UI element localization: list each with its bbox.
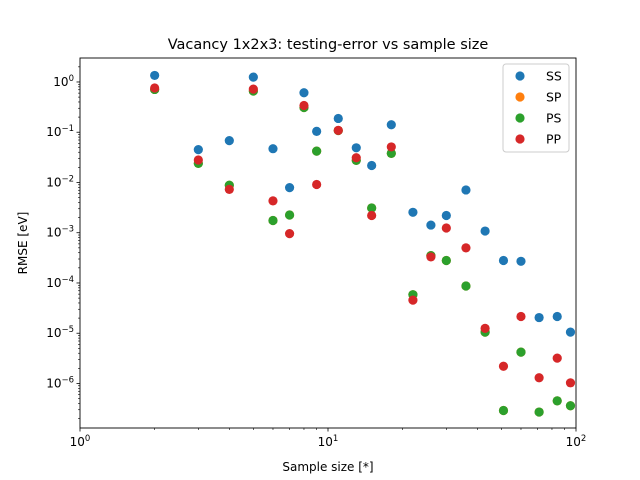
data-point-ps xyxy=(386,148,396,158)
data-point-pp xyxy=(552,353,562,363)
data-point-ss xyxy=(284,183,295,193)
x-tick-label: 101 xyxy=(318,434,339,449)
y-axis-title: RMSE [eV] xyxy=(16,212,30,275)
data-point-pp xyxy=(299,100,309,111)
series-ss xyxy=(150,70,576,337)
data-point-ss xyxy=(351,143,361,153)
legend-marker-ps xyxy=(515,113,525,123)
data-point-pp xyxy=(386,142,396,152)
data-point-ss xyxy=(386,120,396,130)
data-point-ss xyxy=(552,311,562,322)
data-point-ps xyxy=(441,255,451,266)
legend: SS SP PS PP xyxy=(502,63,570,153)
data-point-ss xyxy=(516,256,526,266)
data-point-pp xyxy=(534,373,544,383)
data-point-ps xyxy=(534,407,544,417)
data-point-pp xyxy=(312,179,322,190)
data-point-ss xyxy=(150,70,160,81)
series-pp xyxy=(150,83,576,388)
data-point-ps xyxy=(516,347,526,357)
data-point-ps xyxy=(498,405,509,416)
data-point-pp xyxy=(224,184,234,194)
data-point-pp xyxy=(565,378,576,388)
data-point-pp xyxy=(268,196,278,206)
axis-ticks: 100 101 102 10−6 10−5 10−4 10−3 10−2 10−1 100 xyxy=(46,66,587,449)
data-point-pp xyxy=(408,295,418,305)
data-point-ps xyxy=(461,281,471,291)
x-tick-label: 102 xyxy=(566,434,587,449)
chart-title: Vacancy 1x2x3: testing-error vs sample s… xyxy=(168,37,489,53)
data-point-ss xyxy=(268,144,278,154)
data-point-ss xyxy=(312,126,322,136)
data-point-ss xyxy=(408,207,418,217)
legend-box xyxy=(502,63,570,153)
y-tick-label: 10−4 xyxy=(46,275,74,290)
legend-label-ps: PS xyxy=(546,111,562,126)
data-point-ss xyxy=(565,327,576,337)
data-point-pp xyxy=(248,84,258,94)
data-point-pp xyxy=(367,210,377,221)
legend-label-sp: SP xyxy=(546,90,562,105)
data-point-ss xyxy=(248,72,258,82)
data-point-pp xyxy=(193,155,203,165)
legend-marker-sp xyxy=(515,92,525,102)
data-point-pp xyxy=(284,229,295,239)
data-point-ss xyxy=(480,226,490,236)
legend-label-pp: PP xyxy=(546,132,562,147)
data-point-pp xyxy=(426,252,436,262)
data-point-ps xyxy=(565,401,576,411)
y-tick-label: 10−6 xyxy=(46,375,74,390)
data-point-ps xyxy=(268,215,278,226)
y-tick-label: 100 xyxy=(53,74,74,89)
data-point-ps xyxy=(284,210,295,220)
data-point-pp xyxy=(461,243,471,253)
x-axis-title: Sample size [*] xyxy=(282,460,373,474)
data-point-ps xyxy=(552,396,562,406)
y-tick-label: 10−1 xyxy=(46,124,74,139)
data-point-ss xyxy=(333,113,343,124)
legend-marker-ss xyxy=(515,71,525,81)
data-point-ss xyxy=(461,185,471,195)
data-point-ps xyxy=(367,203,377,213)
data-point-ss xyxy=(299,88,309,98)
data-point-ss xyxy=(441,210,451,221)
data-point-ss xyxy=(193,145,203,155)
data-points xyxy=(150,70,576,417)
data-point-ps xyxy=(312,146,322,156)
legend-label-ss: SS xyxy=(546,69,562,84)
x-tick-label: 100 xyxy=(70,434,91,449)
data-point-pp xyxy=(480,323,490,333)
data-point-pp xyxy=(441,223,451,233)
data-point-ss xyxy=(224,136,234,146)
legend-marker-pp xyxy=(515,134,525,144)
data-point-pp xyxy=(498,361,509,371)
data-point-pp xyxy=(333,125,343,135)
data-point-pp xyxy=(351,153,361,163)
data-point-pp xyxy=(516,311,526,322)
data-point-ss xyxy=(367,160,377,171)
y-tick-label: 10−2 xyxy=(46,174,74,189)
y-tick-label: 10−3 xyxy=(46,225,74,240)
data-point-ss xyxy=(426,220,436,230)
y-tick-label: 10−5 xyxy=(46,325,74,340)
data-point-ss xyxy=(534,312,544,323)
data-point-ss xyxy=(498,255,509,266)
data-point-pp xyxy=(150,83,160,93)
